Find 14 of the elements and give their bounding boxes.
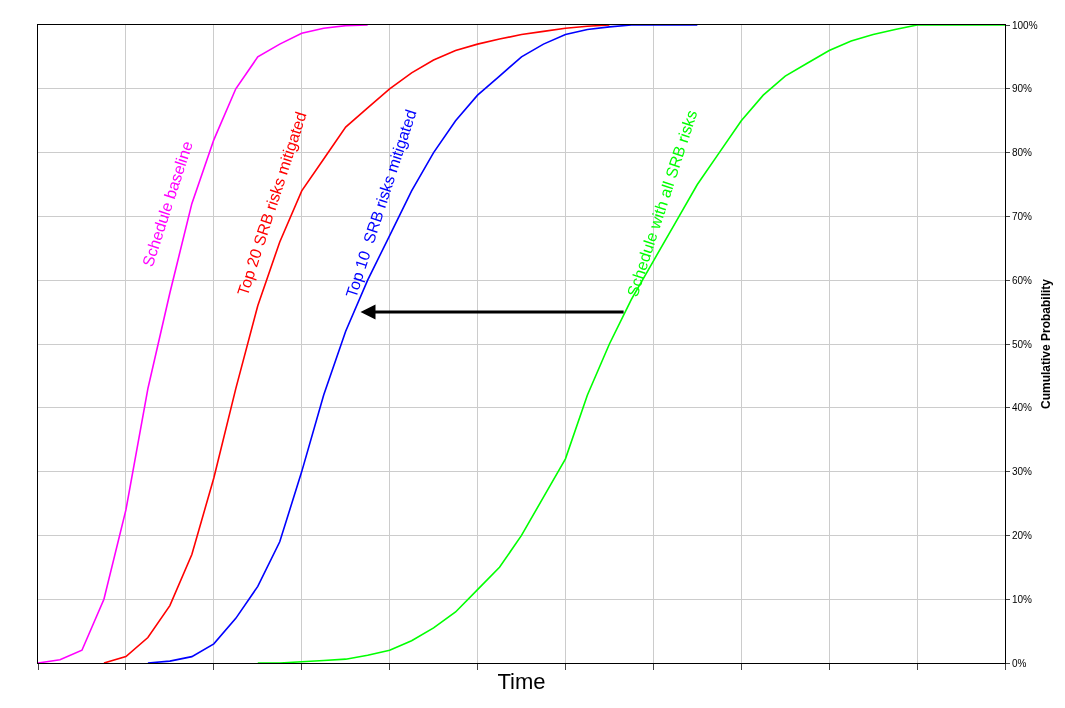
y-tick-label: 90% [1012, 83, 1033, 95]
line-series [103, 25, 611, 663]
y-tick-label: 60% [1012, 274, 1033, 286]
y-tick-label: 30% [1012, 466, 1033, 478]
y-tick-label: 10% [1012, 593, 1033, 605]
y-tick-label: 50% [1012, 338, 1033, 350]
y-tick-label: 20% [1012, 529, 1033, 541]
y-axis-title: Cumulative Probability [1038, 278, 1053, 410]
y-tick-label: 100% [1012, 19, 1038, 31]
y-tick-label: 80% [1012, 147, 1033, 159]
y-tick-label: 70% [1012, 210, 1033, 222]
x-axis-title: Time [497, 669, 546, 695]
y-tick-label: 40% [1012, 402, 1033, 414]
y-tick-label: 0% [1012, 657, 1027, 669]
